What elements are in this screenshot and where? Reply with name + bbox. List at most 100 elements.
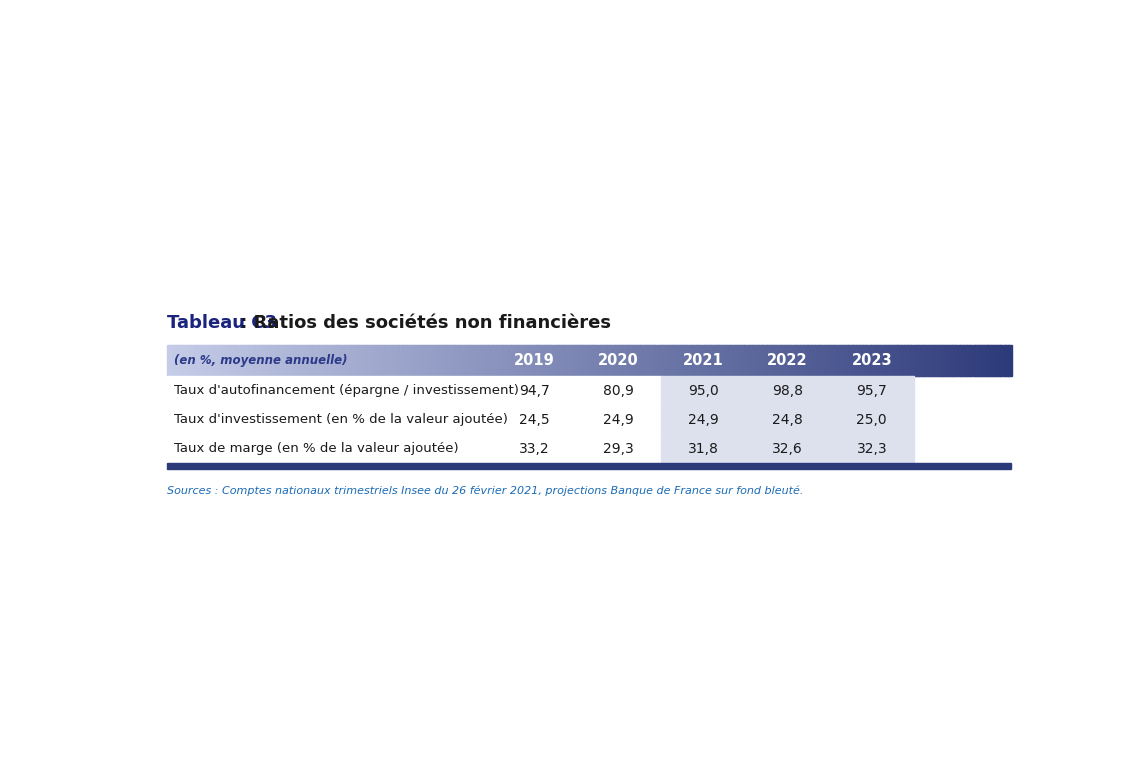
Bar — [661, 434, 746, 463]
Bar — [687, 346, 691, 377]
Bar — [243, 346, 247, 377]
Bar — [862, 346, 865, 377]
Bar — [314, 346, 317, 377]
Bar — [254, 346, 258, 377]
Bar — [640, 346, 643, 377]
Bar — [291, 346, 294, 377]
Bar — [406, 346, 410, 377]
Bar — [336, 346, 340, 377]
Bar — [198, 346, 202, 377]
Bar — [572, 346, 576, 377]
Bar — [651, 346, 654, 377]
Bar — [830, 434, 914, 463]
Bar — [722, 346, 725, 377]
Bar — [746, 377, 830, 406]
Bar — [718, 346, 722, 377]
Bar — [361, 346, 365, 377]
Bar — [845, 346, 849, 377]
Bar — [975, 346, 978, 377]
Bar — [463, 346, 466, 377]
Bar — [730, 346, 733, 377]
Bar — [384, 346, 388, 377]
Bar — [241, 346, 244, 377]
Bar — [398, 346, 401, 377]
Bar — [507, 346, 511, 377]
Bar — [592, 346, 595, 377]
Bar — [575, 346, 579, 377]
Bar — [417, 346, 422, 377]
Text: 2019: 2019 — [514, 353, 555, 368]
Bar — [492, 377, 577, 406]
Bar — [350, 346, 353, 377]
Bar — [252, 346, 255, 377]
Bar — [513, 346, 516, 377]
Bar — [373, 346, 376, 377]
Bar — [929, 346, 934, 377]
Bar — [538, 346, 543, 377]
Bar — [893, 346, 896, 377]
Bar — [221, 346, 225, 377]
Bar — [1005, 346, 1009, 377]
Bar — [530, 346, 534, 377]
Bar — [595, 346, 598, 377]
Bar — [800, 346, 804, 377]
Text: 2023: 2023 — [852, 353, 893, 368]
Bar — [442, 346, 447, 377]
Bar — [795, 346, 798, 377]
Bar — [649, 346, 652, 377]
Bar — [325, 346, 328, 377]
Bar — [339, 346, 342, 377]
Bar — [823, 346, 826, 377]
Bar — [898, 346, 902, 377]
Bar — [828, 346, 832, 377]
Bar — [392, 346, 396, 377]
Bar — [868, 346, 871, 377]
Text: Taux d'investissement (en % de la valeur ajoutée): Taux d'investissement (en % de la valeur… — [174, 413, 508, 426]
Bar — [577, 406, 661, 434]
Bar — [511, 346, 514, 377]
Bar — [231, 346, 236, 377]
Bar — [609, 346, 612, 377]
Bar — [983, 346, 986, 377]
Bar — [904, 346, 907, 377]
Bar — [927, 346, 930, 377]
Bar — [499, 346, 503, 377]
Bar — [837, 346, 840, 377]
Bar — [876, 346, 880, 377]
Text: 95,7: 95,7 — [856, 384, 887, 398]
Bar — [597, 346, 601, 377]
Text: (en %, moyenne annuelle): (en %, moyenne annuelle) — [174, 354, 348, 367]
Bar — [971, 346, 976, 377]
Text: 2022: 2022 — [767, 353, 808, 368]
Bar — [457, 346, 461, 377]
Bar — [764, 346, 767, 377]
Bar — [189, 346, 194, 377]
Bar — [712, 346, 717, 377]
Bar — [933, 346, 936, 377]
Bar — [772, 346, 775, 377]
Bar — [269, 346, 272, 377]
Bar — [950, 346, 953, 377]
Bar — [344, 346, 348, 377]
Bar — [364, 346, 368, 377]
Bar — [283, 346, 286, 377]
Bar — [643, 346, 646, 377]
Bar — [434, 346, 438, 377]
Bar — [697, 346, 700, 377]
Bar — [375, 346, 380, 377]
Bar — [614, 346, 618, 377]
Bar — [791, 346, 796, 377]
Bar — [724, 346, 727, 377]
Bar — [1002, 346, 1007, 377]
Bar — [559, 346, 562, 377]
Bar — [296, 346, 300, 377]
Bar — [603, 346, 606, 377]
Bar — [321, 346, 326, 377]
Bar — [739, 346, 742, 377]
Bar — [215, 346, 219, 377]
Bar — [747, 346, 750, 377]
Bar — [356, 346, 359, 377]
Text: Taux de marge (en % de la valeur ajoutée): Taux de marge (en % de la valeur ajoutée… — [174, 442, 459, 455]
Text: 98,8: 98,8 — [772, 384, 803, 398]
Bar — [665, 346, 669, 377]
